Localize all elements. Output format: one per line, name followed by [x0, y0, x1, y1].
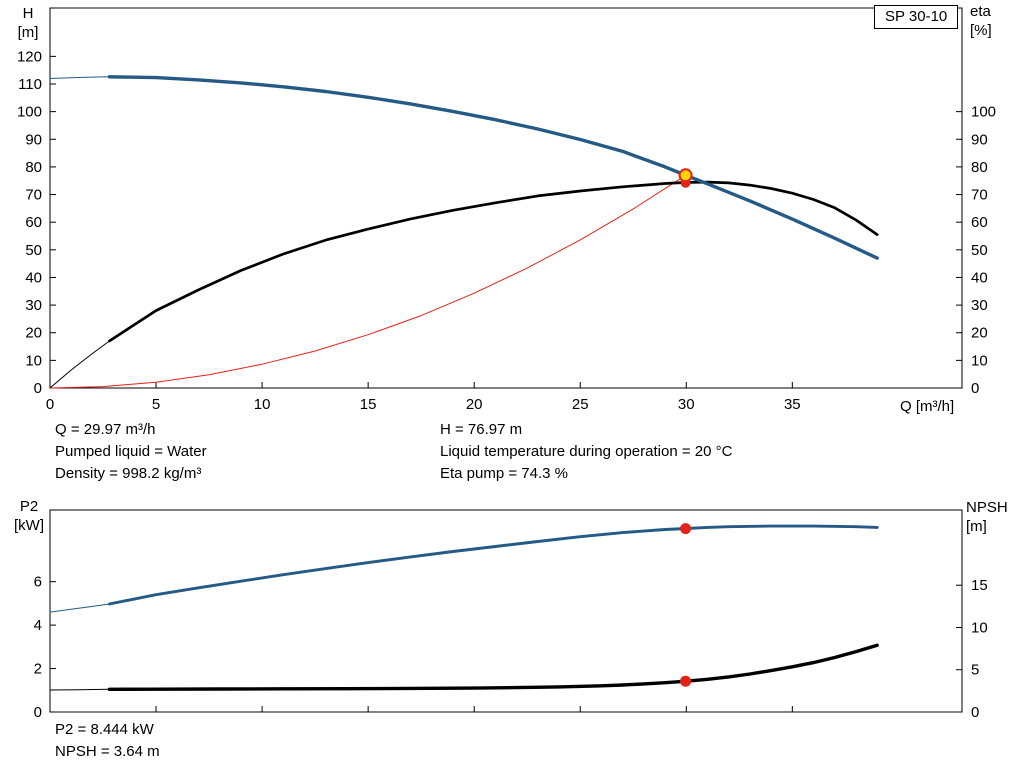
efficiency-curve-path — [108, 180, 879, 343]
left-axis-tick-label: 60 — [25, 214, 42, 231]
right-axis-tick-label: 80 — [971, 159, 988, 176]
x-axis-tick-label: 25 — [572, 396, 589, 413]
annotation-flow: Q = 29.97 m³/h — [55, 421, 156, 438]
x-axis-tick-label: 20 — [466, 396, 483, 413]
left-axis-tick-label: 0 — [34, 380, 42, 397]
h-axis-unit: [m] — [17, 24, 39, 41]
q-axis-label: Q [m³/h] — [900, 398, 955, 415]
x-axis-tick-label: 15 — [360, 396, 377, 413]
right-axis-tick-label: 10 — [971, 352, 988, 369]
left-axis-tick-label: 90 — [25, 131, 42, 148]
left-axis-tick-label: 50 — [25, 242, 42, 259]
annotation-p2: P2 = 8.444 kW — [55, 721, 154, 738]
head-curve-path — [107, 75, 879, 260]
npsh-curve-lead-path — [49, 688, 110, 691]
bottom-chart-annotations: P2 = 8.444 kW NPSH = 3.64 m — [55, 719, 160, 763]
p2-axis-name: P2 — [19, 498, 39, 515]
npsh-axis-unit: [m] — [966, 518, 987, 535]
left-axis-tick-label: 70 — [25, 187, 42, 204]
right-axis-tick-label: 10 — [971, 619, 988, 636]
head-curve-lead-path — [49, 76, 110, 79]
pump-type-label: SP 30-10 — [874, 5, 959, 29]
eta-axis-title: eta [%] — [970, 2, 1022, 40]
p2-axis-unit: [kW] — [14, 517, 44, 534]
chart-frame — [49, 509, 963, 713]
right-axis-tick-label: 50 — [971, 242, 988, 259]
left-axis-tick-label: 0 — [34, 704, 42, 721]
p2-axis-title: P2 [kW] — [6, 497, 52, 535]
h-axis-title: H [m] — [8, 4, 48, 42]
right-axis-tick-label: 100 — [971, 104, 996, 121]
annotation-eta-pump: Eta pump = 74.3 % — [440, 465, 568, 482]
left-axis-tick-label: 10 — [25, 352, 42, 369]
annotation-npsh: NPSH = 3.64 m — [55, 743, 160, 760]
left-axis-tick-label: 100 — [17, 104, 42, 121]
annotation-liquid: Pumped liquid = Water — [55, 443, 207, 460]
npsh-point-marker — [680, 675, 692, 687]
right-axis-tick-label: 60 — [971, 214, 988, 231]
x-axis-tick-label: 0 — [46, 396, 54, 413]
left-axis-tick-label: 80 — [25, 159, 42, 176]
duty-point-marker — [678, 168, 693, 183]
p2-point-marker — [680, 523, 692, 535]
left-axis-tick-label: 2 — [34, 661, 42, 678]
right-axis-tick-label: 70 — [971, 187, 988, 204]
right-axis-tick-label: 5 — [971, 662, 979, 679]
x-axis-tick-label: 30 — [678, 396, 695, 413]
right-axis-tick-label: 30 — [971, 297, 988, 314]
npsh-curve-path — [107, 643, 879, 691]
npsh-axis-name: NPSH — [966, 499, 1008, 516]
x-axis-tick-label: 35 — [784, 396, 801, 413]
h-axis-name: H — [22, 5, 34, 22]
x-axis-tick-label: 5 — [152, 396, 160, 413]
eta-axis-name: eta — [970, 3, 991, 20]
system-curve-path — [49, 174, 687, 389]
left-axis-tick-label: 40 — [25, 269, 42, 286]
left-axis-tick-label: 20 — [25, 325, 42, 342]
top-chart-annotations: Q = 29.97 m³/h H = 76.97 m Pumped liquid… — [55, 419, 960, 485]
right-axis-tick-label: 90 — [971, 131, 988, 148]
eta-axis-unit: [%] — [970, 22, 992, 39]
left-axis-tick-label: 110 — [18, 76, 42, 93]
right-axis-tick-label: 40 — [971, 269, 988, 286]
left-axis-tick-label: 30 — [25, 297, 42, 314]
p2-curve-path — [107, 524, 879, 606]
right-axis-tick-label: 20 — [971, 325, 988, 342]
left-axis-tick-label: 120 — [17, 48, 42, 65]
p2-curve-lead-path — [49, 603, 110, 613]
x-axis-tick-label: 10 — [254, 396, 271, 413]
annotation-head: H = 76.97 m — [440, 421, 523, 438]
chart-frame — [49, 7, 963, 389]
right-axis-tick-label: 0 — [971, 380, 979, 397]
left-axis-tick-label: 6 — [34, 574, 42, 591]
right-axis-tick-label: 15 — [971, 577, 988, 594]
right-axis-tick-label: 0 — [971, 704, 979, 721]
left-axis-tick-label: 4 — [34, 617, 42, 634]
npsh-axis-title: NPSH [m] — [966, 498, 1024, 536]
efficiency-curve-lead-path — [49, 340, 110, 389]
annotation-density: Density = 998.2 kg/m³ — [55, 465, 202, 482]
annotation-temperature: Liquid temperature during operation = 20… — [440, 443, 733, 460]
